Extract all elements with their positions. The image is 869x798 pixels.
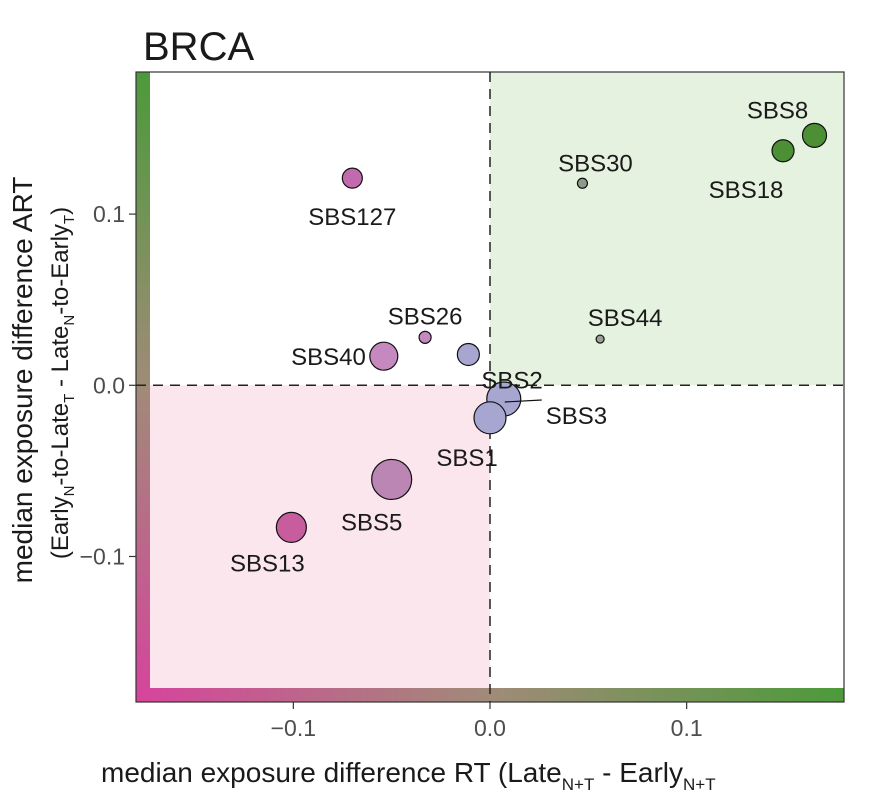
- point-sbs30: [576, 177, 589, 189]
- x-tick-label: 0.0: [474, 715, 506, 741]
- point-sbs5: [371, 458, 413, 501]
- y-tick-label: 0.1: [93, 201, 125, 227]
- label-sbs2: SBS2: [481, 367, 542, 394]
- x-axis-title: median exposure difference RT (LateN+T -…: [101, 757, 716, 794]
- point-sbs127: [341, 167, 363, 189]
- data-points: [275, 122, 828, 543]
- point-sbs18: [771, 139, 795, 163]
- point-sbs44: [595, 334, 605, 344]
- y-tick-label: −0.1: [80, 543, 125, 569]
- point-sbs1: [473, 401, 507, 435]
- label-sbs3: SBS3: [546, 403, 607, 430]
- y-axis-gradient-bar: [136, 72, 150, 702]
- y-tick-label: 0.0: [93, 372, 125, 398]
- quadrant-upper-right: [490, 72, 844, 386]
- label-sbs5: SBS5: [341, 509, 402, 536]
- y-axis-ticks: −0.1 0.0 0.1: [80, 201, 136, 569]
- label-sbs44: SBS44: [588, 305, 663, 332]
- label-sbs30: SBS30: [558, 150, 633, 177]
- label-sbs1: SBS1: [436, 445, 497, 472]
- y-axis-title-line2: (EarlyN-to-LateT - LateN-to-EarlyT): [47, 207, 78, 559]
- x-tick-label: −0.1: [271, 715, 316, 741]
- x-tick-label: 0.1: [671, 715, 703, 741]
- x-axis-gradient-bar: [136, 688, 844, 702]
- quadrant-lower-left: [136, 385, 490, 702]
- label-sbs13: SBS13: [230, 550, 305, 577]
- x-axis-ticks: −0.1 0.0 0.1: [271, 702, 703, 741]
- point-sbs2: [456, 342, 480, 367]
- label-sbs40: SBS40: [291, 344, 366, 371]
- label-sbs18: SBS18: [709, 177, 784, 204]
- point-sbs26: [418, 330, 432, 344]
- label-leader-line: [504, 399, 542, 403]
- point-labels: SBS8SBS18SBS30SBS127SBS44SBS26SBS40SBS2S…: [230, 97, 808, 577]
- point-sbs8: [801, 122, 828, 148]
- label-sbs26: SBS26: [388, 303, 463, 330]
- y-axis-title-line1: median exposure difference ART: [7, 177, 38, 584]
- chart-title: BRCA: [143, 25, 254, 69]
- point-sbs40: [369, 341, 399, 371]
- label-sbs127: SBS127: [308, 204, 396, 231]
- label-sbs8: SBS8: [747, 97, 808, 124]
- point-sbs13: [275, 511, 307, 543]
